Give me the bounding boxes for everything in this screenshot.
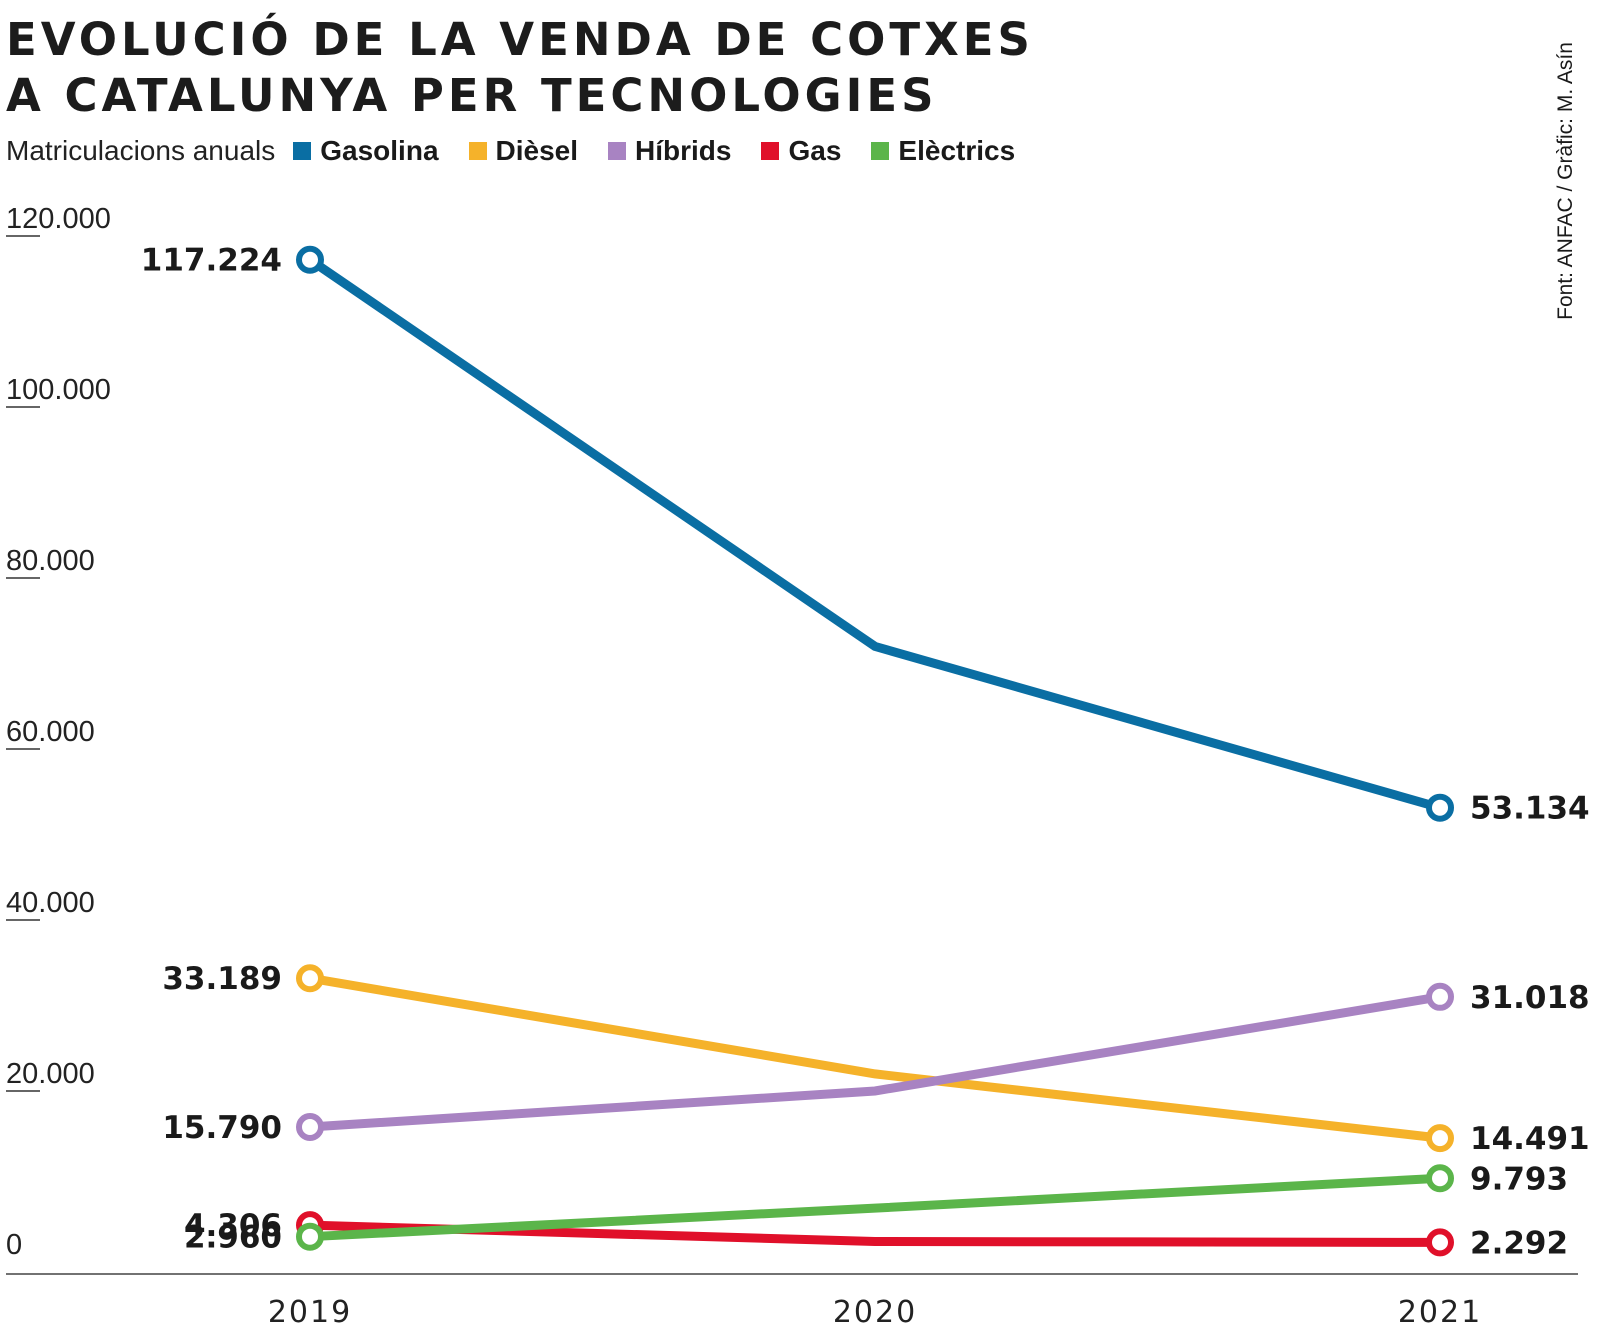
series-line-diesel <box>309 973 1441 1143</box>
legend-item-gas: Gas <box>761 135 841 167</box>
data-label-hibrids: 31.018 <box>1470 980 1590 1016</box>
y-tick-label: 60.000 <box>6 716 95 748</box>
legend: Matriculacions anuals Gasolina Dièsel Hí… <box>6 131 1045 171</box>
data-label-gasolina: 53.134 <box>1470 791 1590 827</box>
x-axis: 2019 2020 2021 <box>268 1295 1482 1330</box>
data-point-gas <box>1426 1228 1454 1257</box>
chart-title: EVOLUCIÓ DE LA VENDA DE COTXES A CATALUN… <box>6 12 1034 124</box>
series-line-electrics <box>309 1173 1441 1242</box>
legend-label-diesel: Dièsel <box>495 135 579 166</box>
legend-label-gasolina: Gasolina <box>320 135 439 166</box>
y-axis: 0 20.000 40.000 60.000 80.000 100.000 120.000 <box>6 203 111 1261</box>
legend-item-hibrids: Híbrids <box>608 135 731 167</box>
data-label-diesel: 33.189 <box>162 961 282 997</box>
data-point-diesel <box>1426 1124 1454 1153</box>
series-layer <box>307 256 1442 1247</box>
legend-item-electrics: Elèctrics <box>871 135 1015 167</box>
data-point-gasolina <box>296 245 324 274</box>
marker-layer <box>296 245 1454 1257</box>
y-tick-label: 100.000 <box>6 374 111 406</box>
data-label-electrics: 2.960 <box>184 1220 282 1256</box>
chart-title-line-1: EVOLUCIÓ DE LA VENDA DE COTXES <box>6 13 1034 66</box>
data-label-hibrids: 15.790 <box>162 1110 282 1146</box>
data-label-layer: 117.224 53.134 33.189 14.491 15.790 31.018 4.3… <box>141 243 1590 1262</box>
data-point-electrics <box>1426 1164 1454 1193</box>
data-label-electrics: 9.793 <box>1470 1161 1568 1197</box>
data-point-diesel <box>296 964 324 993</box>
data-label-gas: 2.292 <box>1470 1225 1568 1261</box>
legend-label-electrics: Elèctrics <box>898 135 1016 166</box>
data-label-gas: 4.306 <box>184 1208 282 1244</box>
legend-swatch-gas <box>761 142 780 160</box>
series-line-hibrids <box>309 992 1441 1132</box>
chart-title-line-2: A CATALUNYA PER TECNOLOGIES <box>6 69 938 122</box>
legend-label-hibrids: Híbrids <box>635 135 732 166</box>
data-point-hibrids <box>1426 982 1454 1011</box>
legend-label-gas: Gas <box>788 135 842 166</box>
data-label-gasolina: 117.224 <box>141 243 282 279</box>
legend-swatch-diesel <box>468 142 487 160</box>
data-point-hibrids <box>296 1112 324 1141</box>
y-tick-label: 120.000 <box>6 203 111 235</box>
legend-swatch-gasolina <box>293 142 312 160</box>
chart-subtitle: Matriculacions anuals <box>6 135 276 166</box>
x-tick-label: 2020 <box>833 1295 917 1330</box>
legend-item-gasolina: Gasolina <box>293 135 439 167</box>
legend-item-diesel: Dièsel <box>468 135 579 167</box>
legend-swatch-hibrids <box>608 142 627 160</box>
y-tick-label: 80.000 <box>6 545 95 577</box>
y-tick-label: 40.000 <box>6 887 95 919</box>
legend-swatch-electrics <box>871 142 890 160</box>
data-label-diesel: 14.491 <box>1470 1121 1590 1157</box>
x-tick-label: 2021 <box>1398 1295 1482 1330</box>
data-point-gasolina <box>1426 793 1454 822</box>
x-tick-label: 2019 <box>268 1295 352 1330</box>
data-point-electrics <box>296 1222 324 1251</box>
y-tick-label: 20.000 <box>6 1058 95 1090</box>
y-tick-label: 0 <box>6 1229 22 1261</box>
series-line-gasolina <box>307 256 1442 813</box>
